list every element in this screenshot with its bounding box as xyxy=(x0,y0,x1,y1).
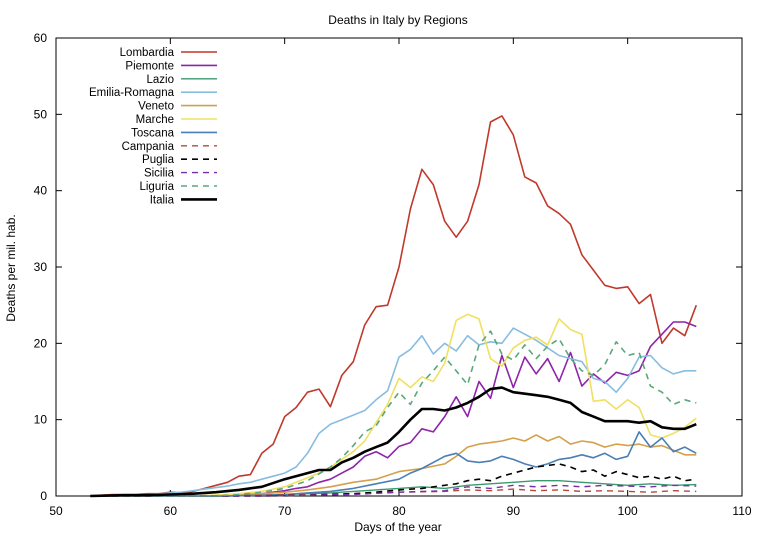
y-tick-label: 50 xyxy=(34,107,48,121)
series-line-toscana xyxy=(90,431,697,497)
y-axis-ticks: 0 10 20 30 40 50 60 xyxy=(34,31,742,503)
x-tick-label: 60 xyxy=(164,504,178,518)
series-line-liguria xyxy=(90,330,697,497)
legend-label: Lazio xyxy=(147,74,175,86)
series-line-marche xyxy=(90,313,697,497)
x-tick-label: 70 xyxy=(278,504,292,518)
legend-label: Sicilia xyxy=(144,168,175,180)
x-tick-label: 90 xyxy=(507,504,521,518)
series-lines xyxy=(90,115,698,498)
legend-label: Piemonte xyxy=(125,60,174,72)
x-axis-ticks: 50 60 70 80 90 100 110 xyxy=(49,38,752,518)
series-line-veneto xyxy=(90,434,697,497)
x-tick-label: 100 xyxy=(618,504,638,518)
y-tick-label: 20 xyxy=(34,336,48,350)
x-tick-label: 50 xyxy=(49,504,63,518)
y-tick-label: 40 xyxy=(34,184,48,198)
series-line-italia xyxy=(90,386,697,498)
legend-label: Italia xyxy=(150,194,175,206)
y-tick-label: 60 xyxy=(34,31,48,45)
legend-label: Emilia-Romagna xyxy=(89,87,175,99)
y-tick-label: 0 xyxy=(40,489,47,503)
legend-label: Lombardia xyxy=(120,47,175,59)
legend-label: Liguria xyxy=(139,181,174,193)
x-axis-label: Days of the year xyxy=(354,520,441,534)
legend-label: Campania xyxy=(122,141,175,153)
y-tick-label: 30 xyxy=(34,260,48,274)
legend-label: Puglia xyxy=(142,154,175,166)
chart-title: Deaths in Italy by Regions xyxy=(328,13,467,27)
legend-label: Veneto xyxy=(138,101,174,113)
legend-label: Marche xyxy=(136,114,174,126)
series-line-emilia-romagna xyxy=(90,327,697,497)
x-tick-label: 80 xyxy=(392,504,406,518)
series-line-piemonte xyxy=(90,321,697,497)
x-tick-label: 110 xyxy=(732,504,751,518)
y-tick-label: 10 xyxy=(34,413,48,427)
y-axis-label: Deaths per mil. hab. xyxy=(4,214,18,321)
legend-label: Toscana xyxy=(131,127,174,139)
